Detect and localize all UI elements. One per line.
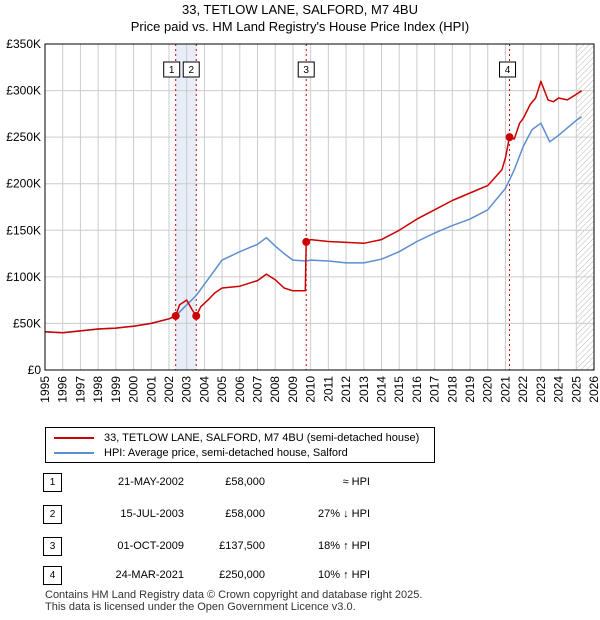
sale-hpi-comparison: 27% ↓ HPI [318, 508, 370, 520]
x-tick-label: 2016 [410, 376, 424, 403]
sale-hpi-comparison: ≈ HPI [342, 476, 370, 488]
sale-date: 15-JUL-2003 [120, 508, 184, 520]
x-tick-label: 1998 [91, 376, 105, 403]
x-tick-label: 2015 [392, 376, 406, 403]
y-tick-label: £150K [6, 223, 41, 237]
legend-swatch-property [54, 437, 94, 439]
x-tick-label: 2013 [357, 376, 371, 403]
x-tick-label: 2021 [498, 376, 512, 403]
sale-marker-label: 1 [169, 65, 175, 76]
sale-point [192, 311, 201, 320]
x-tick-label: 2019 [463, 376, 477, 403]
legend-label-property: 33, TETLOW LANE, SALFORD, M7 4BU (semi-d… [104, 432, 420, 444]
x-tick-label: 2014 [374, 376, 388, 403]
legend-swatch-hpi [54, 452, 94, 454]
x-tick-label: 2001 [144, 376, 158, 403]
sale-marker-box [297, 61, 315, 78]
forecast-hatch [576, 44, 594, 370]
x-tick-label: 2018 [445, 376, 459, 403]
sale-row: 4 24-MAR-2021 £250,000 10% ↑ HPI [0, 566, 600, 586]
legend-label-hpi: HPI: Average price, semi-detached house,… [104, 447, 348, 459]
x-tick-label: 2002 [162, 376, 176, 403]
plot-area [45, 44, 594, 370]
x-tick-label: 1995 [38, 376, 52, 403]
x-tick-label: 2008 [268, 376, 282, 403]
x-tick-label: 2023 [534, 376, 548, 403]
x-tick-label: 2005 [215, 376, 229, 403]
sale-date: 01-OCT-2009 [117, 540, 184, 552]
legend-item-hpi: HPI: Average price, semi-detached house,… [54, 446, 348, 460]
plot-border [44, 43, 595, 371]
x-tick-label: 2006 [233, 376, 247, 403]
sale-price: £58,000 [225, 508, 265, 520]
sale-marker-label: 3 [303, 65, 309, 76]
footer: Contains HM Land Registry data © Crown c… [45, 589, 422, 613]
x-tick-label: 2024 [552, 376, 566, 403]
sale-row: 1 21-MAY-2002 £58,000 ≈ HPI [0, 473, 600, 493]
sale-number-badge: 3 [43, 537, 62, 556]
x-tick-label: 2026 [587, 376, 600, 403]
sale-point [505, 133, 514, 142]
ownership-band [175, 44, 197, 370]
y-tick-label: £200K [6, 177, 41, 191]
chart-subtitle: Price paid vs. HM Land Registry's House … [130, 19, 470, 34]
sale-row: 2 15-JUL-2003 £58,000 27% ↓ HPI [0, 505, 600, 525]
sale-hpi-comparison: 10% ↑ HPI [318, 569, 370, 581]
sale-row: 3 01-OCT-2009 £137,500 18% ↑ HPI [0, 537, 600, 557]
x-tick-label: 1997 [73, 376, 87, 403]
legend-item-property: 33, TETLOW LANE, SALFORD, M7 4BU (semi-d… [54, 431, 419, 445]
footer-license: This data is licensed under the Open Gov… [45, 601, 356, 613]
price-chart: £0 £50K £100K £150K £200K £250K £300K £350K 1995… [6, 37, 600, 403]
x-tick-label: 2011 [321, 376, 335, 402]
x-tick-label: 1996 [56, 376, 70, 403]
x-tick-label: 2012 [339, 376, 353, 403]
x-tick-label: 2003 [180, 376, 194, 403]
sale-marker-label: 4 [505, 65, 511, 76]
sale-hpi-comparison: 18% ↑ HPI [318, 540, 370, 552]
sale-number-badge: 1 [43, 473, 62, 492]
chart-legend: 33, TETLOW LANE, SALFORD, M7 4BU (semi-d… [45, 427, 435, 463]
x-tick-label: 1999 [109, 376, 123, 403]
x-tick-label: 2004 [197, 376, 211, 403]
y-tick-label: £250K [6, 130, 41, 144]
sale-price: £137,500 [219, 540, 265, 552]
y-tick-label: £0 [28, 363, 42, 377]
sale-marker-label: 2 [188, 65, 194, 76]
x-tick-label: 2017 [428, 376, 442, 403]
sale-date: 24-MAR-2021 [115, 569, 184, 581]
y-tick-label: £100K [6, 270, 41, 284]
sale-price: £58,000 [225, 476, 265, 488]
chart-title-address: 33, TETLOW LANE, SALFORD, M7 4BU [182, 2, 418, 17]
x-tick-label: 2025 [569, 376, 583, 403]
sale-price: £250,000 [219, 569, 265, 581]
sale-marker-box [499, 61, 517, 78]
sale-point [171, 311, 180, 320]
x-tick-label: 2009 [286, 376, 300, 403]
x-tick-label: 2007 [251, 376, 265, 403]
sale-marker-box [163, 61, 181, 78]
sale-point [302, 237, 311, 246]
y-tick-label: £300K [6, 84, 41, 98]
footer-copyright: Contains HM Land Registry data © Crown c… [45, 589, 423, 601]
x-tick-label: 2010 [304, 376, 318, 403]
sale-number-badge: 4 [43, 566, 62, 585]
y-tick-label: £350K [6, 37, 41, 51]
sale-marker-box [182, 61, 200, 78]
sale-number-badge: 2 [43, 505, 62, 524]
x-tick-label: 2000 [127, 376, 141, 403]
y-tick-label: £50K [13, 316, 41, 330]
x-tick-label: 2022 [516, 376, 530, 403]
sale-date: 21-MAY-2002 [117, 476, 184, 488]
x-tick-label: 2020 [481, 376, 495, 403]
